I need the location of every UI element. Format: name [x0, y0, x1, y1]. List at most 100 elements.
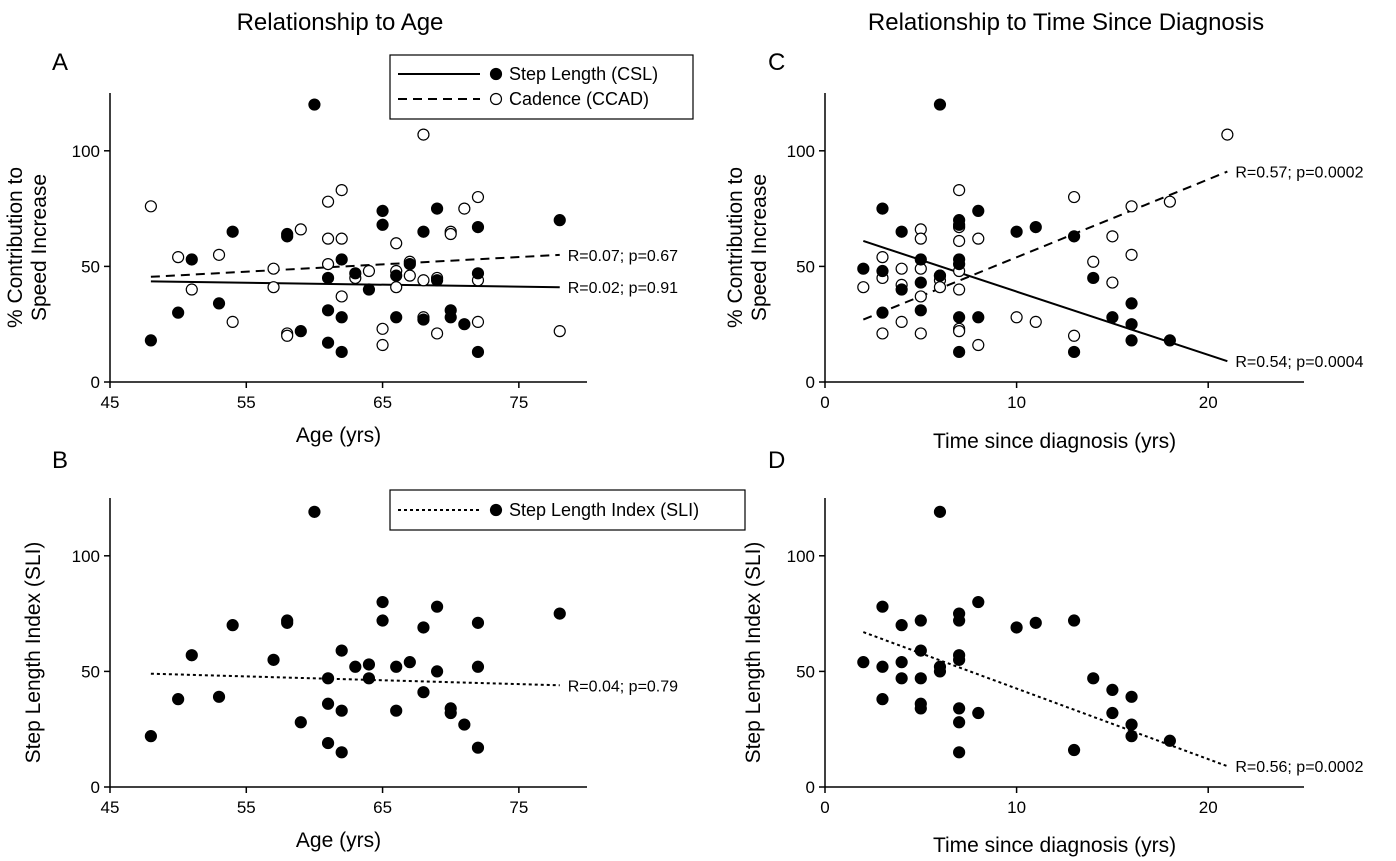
data-point-filled-c	[972, 311, 985, 324]
fit-annotation-a: R=0.07; p=0.67	[568, 248, 678, 265]
data-point-filled-b	[172, 693, 185, 706]
data-point-open-a	[403, 269, 416, 282]
panel-letter-b: B	[52, 447, 68, 474]
data-point-open-a	[471, 315, 485, 328]
right-column-title: Relationship to Time Since Diagnosis	[868, 9, 1264, 36]
data-point-filled-c	[1010, 225, 1023, 238]
panel-c: C 0 10 20 0 50 100 Time since diagnosis (yrs) % …	[724, 49, 1364, 453]
data-point-filled-a	[226, 225, 239, 238]
y-axis-label-a: % Contribution to	[4, 167, 27, 328]
data-point-filled-a	[362, 283, 376, 296]
data-point-filled-a	[321, 304, 335, 317]
x-tick-label-c: 10	[1007, 393, 1026, 412]
x-tick-label-d: 10	[1007, 798, 1026, 817]
data-point-filled-b	[444, 706, 457, 720]
x-tick-label-b: 45	[101, 798, 120, 817]
y-axis-label-b: Step Length Index (SLI)	[22, 542, 45, 764]
data-point-filled-a	[321, 271, 335, 285]
data-point-open-a	[335, 184, 348, 197]
data-point-filled-a	[417, 225, 430, 238]
legend-marker-cadence	[489, 92, 503, 106]
data-point-filled-a	[458, 318, 471, 331]
data-point-filled-d	[933, 665, 947, 678]
data-point-filled-d	[876, 600, 889, 613]
data-point-open-a	[417, 274, 430, 287]
panel-letter-c: C	[768, 49, 785, 76]
data-point-open-a	[471, 190, 485, 204]
data-point-filled-d	[1125, 690, 1138, 703]
data-point-open-c	[1087, 255, 1100, 268]
data-point-filled-a	[471, 267, 485, 280]
data-point-filled-b	[376, 614, 389, 627]
x-tick-label-a: 75	[509, 393, 528, 412]
panel-b: B 45 55 65 75 0 50 100 Age (yrs) Step Length Inde…	[22, 447, 678, 852]
panel-letter-a: A	[52, 49, 68, 76]
data-point-filled-c	[1125, 318, 1138, 331]
data-point-filled-a	[430, 274, 444, 287]
data-point-open-c	[876, 251, 889, 264]
data-point-filled-b	[553, 607, 566, 620]
data-point-filled-d	[876, 660, 889, 673]
data-point-open-a	[144, 200, 157, 213]
data-point-filled-a	[308, 98, 321, 111]
data-point-filled-b	[294, 716, 307, 729]
data-point-filled-b	[349, 660, 362, 673]
data-point-filled-b	[403, 656, 416, 669]
data-point-filled-a	[417, 313, 430, 326]
data-point-open-a	[335, 290, 348, 303]
y-axis-label-d: Step Length Index (SLI)	[742, 542, 765, 764]
fit-line-dotted-b	[150, 672, 560, 687]
legend-label-sli: Step Length Index (SLI)	[509, 500, 699, 520]
data-point-open-c	[914, 290, 927, 303]
data-point-filled-a	[335, 253, 348, 266]
data-point-filled-d	[914, 644, 927, 657]
data-point-filled-c	[857, 262, 870, 275]
legend-top-frame	[389, 54, 694, 120]
data-point-filled-a	[144, 334, 157, 347]
data-point-filled-d	[876, 693, 889, 706]
data-point-filled-a	[376, 218, 389, 231]
data-point-filled-b	[185, 649, 198, 662]
data-point-filled-b	[390, 660, 403, 673]
data-point-open-a	[376, 338, 389, 352]
data-point-filled-b	[430, 600, 444, 613]
data-point-open-a	[390, 237, 403, 250]
data-point-filled-a	[444, 311, 457, 324]
x-tick-label-c: 20	[1199, 393, 1218, 412]
data-point-filled-b	[471, 616, 485, 629]
data-point-filled-b	[335, 704, 348, 717]
data-point-open-a	[267, 262, 280, 275]
x-tick-label-b: 55	[237, 798, 256, 817]
data-point-filled-c	[1029, 220, 1042, 234]
left-column-title: Relationship to Age	[237, 9, 444, 36]
data-point-open-a	[267, 281, 280, 294]
data-point-open-c	[953, 184, 966, 197]
data-point-filled-a	[553, 214, 566, 227]
data-point-open-c	[972, 232, 985, 245]
data-point-filled-d	[1125, 718, 1138, 731]
y-tick-label-d: 50	[796, 662, 815, 681]
data-point-filled-a	[172, 306, 185, 319]
data-point-filled-c	[953, 345, 966, 359]
data-point-filled-c	[953, 257, 966, 271]
x-tick-label-a: 45	[101, 393, 120, 412]
data-point-filled-d	[1067, 743, 1081, 757]
data-point-filled-d	[953, 716, 966, 729]
data-point-open-a	[553, 325, 566, 338]
data-point-open-a	[430, 327, 444, 340]
data-point-filled-d	[895, 656, 908, 669]
data-point-filled-c	[972, 204, 985, 218]
legend-bottom: Step Length Index (SLI)	[389, 489, 746, 531]
panel-a: A 45 55 65 75 0 50 100 Age (yrs) % Contribution t…	[4, 49, 678, 447]
data-point-filled-d	[972, 595, 985, 609]
data-point-filled-b	[417, 621, 430, 634]
data-point-filled-d	[953, 746, 966, 759]
data-point-filled-c	[1087, 271, 1100, 285]
data-point-open-a	[226, 315, 239, 328]
data-point-open-c	[953, 325, 966, 338]
data-point-filled-a	[376, 204, 389, 218]
data-point-open-c	[1221, 128, 1234, 141]
data-point-filled-c	[1163, 334, 1176, 347]
legend-label-step-length: Step Length (CSL)	[509, 64, 658, 84]
